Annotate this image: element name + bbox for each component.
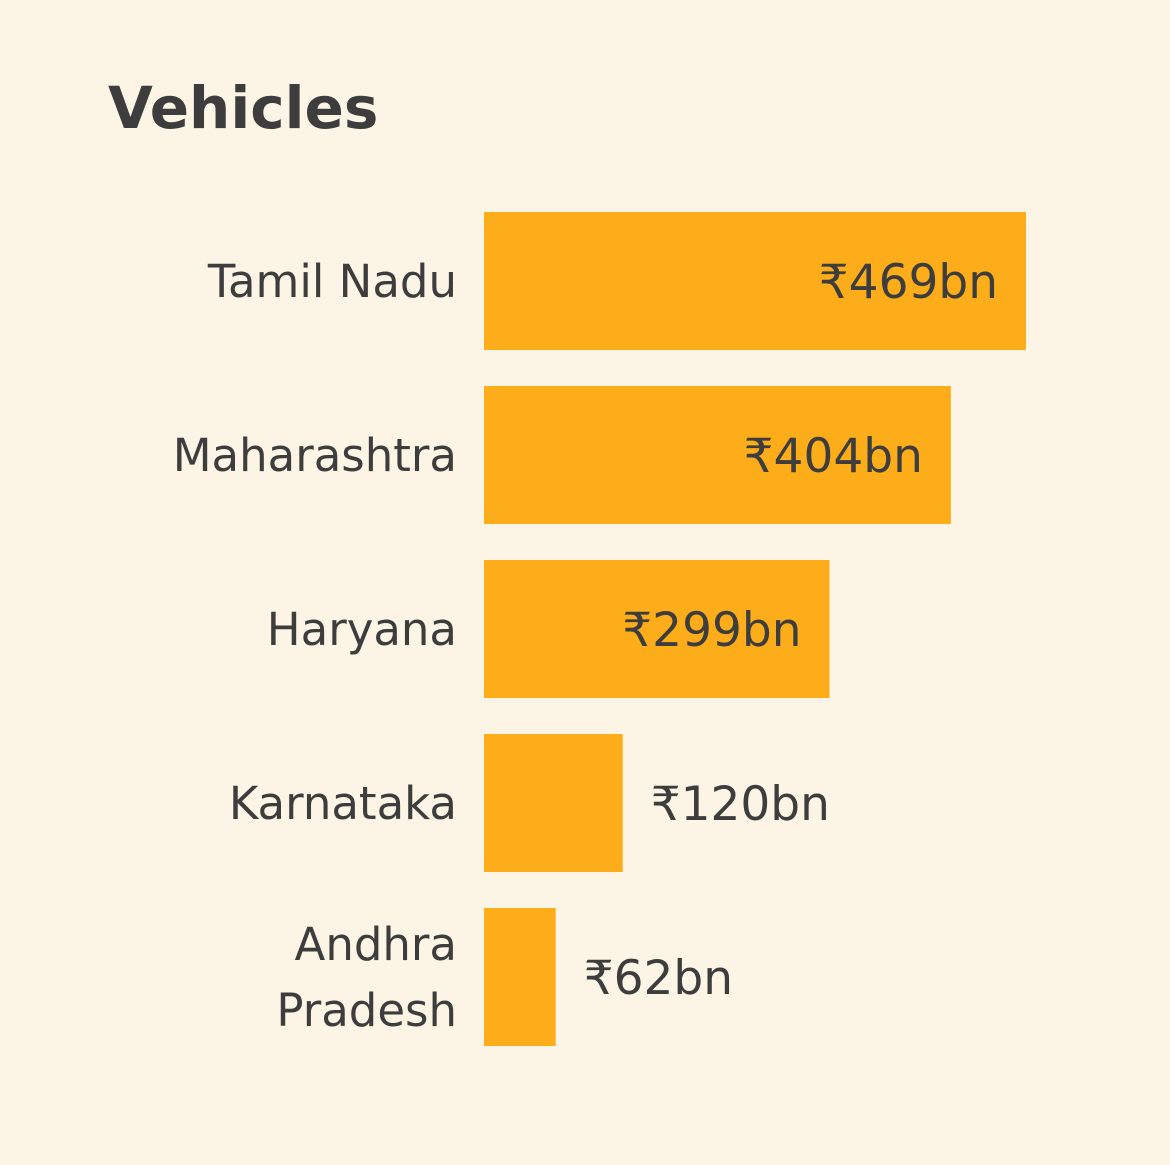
bar-maharashtra xyxy=(484,386,951,524)
category-label: Maharashtra xyxy=(173,429,457,482)
bar-karnataka xyxy=(484,734,623,872)
bar-haryana xyxy=(484,560,830,698)
bar-tamil-nadu xyxy=(484,212,1026,350)
category-label: Andhra Pradesh xyxy=(276,918,457,1037)
value-label: ₹469bn xyxy=(819,255,998,310)
value-label: ₹299bn xyxy=(622,603,801,658)
category-label: Haryana xyxy=(267,603,457,656)
bar-andhra-pradesh xyxy=(484,908,556,1046)
value-label: ₹62bn xyxy=(584,951,733,1006)
bars-group: Tamil Nadu ₹469bn Maharashtra ₹404bn Haryana… xyxy=(173,212,1026,1046)
value-label: ₹120bn xyxy=(651,777,830,832)
category-label: Karnataka xyxy=(229,777,457,830)
value-label: ₹404bn xyxy=(744,429,923,484)
chart-title: Vehicles xyxy=(108,74,378,142)
category-label: Tamil Nadu xyxy=(207,255,457,308)
